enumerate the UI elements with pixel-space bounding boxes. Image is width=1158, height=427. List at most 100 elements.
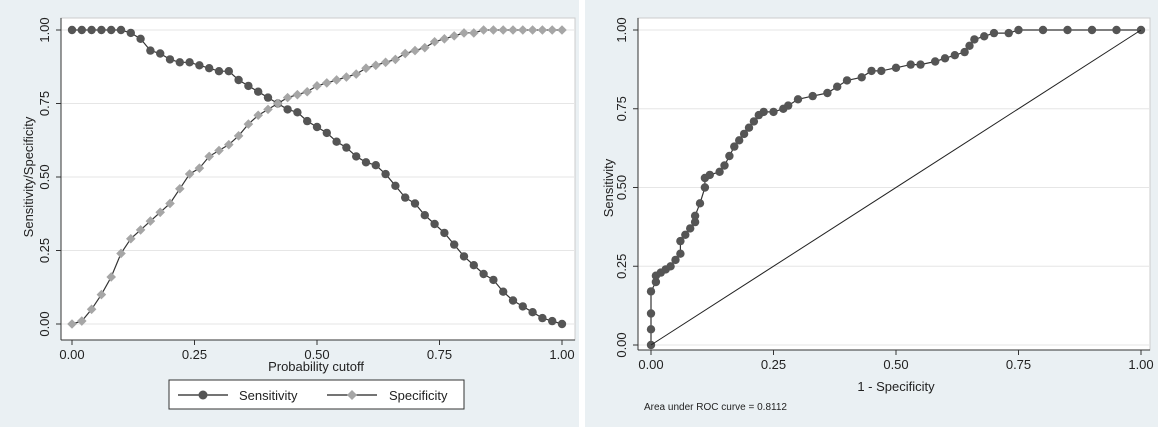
left-x-axis-title: Probability cutoff <box>268 359 364 374</box>
left-series-1-point <box>194 163 205 173</box>
right-series-0-point <box>676 236 685 246</box>
left-series-0-point <box>342 143 351 152</box>
left-series-0-point <box>391 181 400 190</box>
right-series-0-point <box>681 230 690 239</box>
right-series-0-point <box>906 60 915 69</box>
left-series-0-point <box>185 58 194 67</box>
left-series-1-point <box>341 72 352 82</box>
right-series-0-point <box>759 107 768 117</box>
right-series-0-point <box>960 47 969 57</box>
right-series-0-point <box>980 32 989 41</box>
right-series-0-point <box>833 82 842 91</box>
left-x-tick-label: 0.75 <box>427 347 452 362</box>
right-series <box>646 25 1146 350</box>
right-series-0-point <box>1014 25 1023 35</box>
left-series-0-point <box>312 122 322 132</box>
left-series-1-point <box>439 34 450 44</box>
right-series-0-point <box>931 57 940 66</box>
legend-specificity-label: Specificity <box>389 388 448 403</box>
right-y-tick-label: 1.00 <box>614 17 629 42</box>
left-y-tick-label: 0.75 <box>37 91 52 116</box>
left-series-1-point <box>145 216 156 226</box>
right-series-0-point <box>940 54 950 63</box>
right-series-0-point <box>666 262 675 271</box>
left-x-tick-label: 0.25 <box>182 347 207 362</box>
left-series-0-point <box>224 67 233 76</box>
left-series-0-point <box>136 34 145 43</box>
left-series-1-point <box>96 289 107 300</box>
left-series-1-point <box>390 54 401 65</box>
left-series-0-point <box>508 296 518 305</box>
left-series-0-point <box>410 199 420 208</box>
right-series-0-point <box>651 277 661 287</box>
right-y-tick-label: 0.00 <box>614 332 629 357</box>
right-series-0-point <box>749 117 759 126</box>
right-series-0-point <box>705 170 714 180</box>
right-series-0-point <box>916 60 925 69</box>
right-series-0-point <box>769 107 778 117</box>
right-axes: 0.00 0.00 0.25 0.25 0.50 0.50 0.75 0.75 1.00 1.00 <box>614 17 1154 372</box>
left-series-0-point <box>205 63 214 73</box>
left-series-0-point <box>293 108 302 117</box>
left-series-1-point <box>155 207 165 218</box>
left-series-1-point <box>410 45 420 56</box>
left-series-0-point <box>401 193 410 202</box>
right-series-0-point <box>695 199 705 208</box>
left-series-0-point <box>420 211 429 220</box>
left-series-0-point <box>352 152 361 161</box>
left-series-1-point <box>67 319 77 329</box>
left-series-0-point <box>195 61 204 70</box>
left-series-1-point <box>420 42 430 53</box>
right-series-0-point <box>808 91 817 101</box>
left-series-0-point <box>175 58 184 67</box>
right-series-0-point <box>671 255 680 265</box>
right-series-0-point <box>793 95 803 104</box>
right-x-tick-label: 1.00 <box>1128 357 1153 372</box>
left-series-0-point <box>303 116 312 126</box>
right-series-0-point <box>735 136 744 145</box>
left-plot-area <box>60 17 576 341</box>
right-series-0-point <box>1136 25 1146 35</box>
left-series-1-point <box>557 25 567 35</box>
right-series-0-point <box>891 63 901 72</box>
left-series-0-point <box>87 25 96 35</box>
right-series-0-point <box>646 309 656 318</box>
left-series-1-point <box>351 69 361 79</box>
left-series-0-point <box>156 49 165 58</box>
left-series-1-point <box>214 145 224 156</box>
left-series-1-point <box>175 183 185 194</box>
right-series-0-point <box>842 76 852 85</box>
left-series-0-point <box>489 275 498 285</box>
left-series-1-point <box>135 225 146 235</box>
left-series-1-point <box>498 25 508 35</box>
left-series-0-point <box>450 240 459 249</box>
legend: Sensitivity Specificity <box>168 379 465 410</box>
left-series-0-point <box>97 25 106 35</box>
left-series-0-point <box>234 75 243 85</box>
left-series-1-point <box>204 151 214 162</box>
right-series-0-point <box>970 35 979 44</box>
right-series-0-point <box>646 325 656 334</box>
auc-annotation: Area under ROC curve = 0.8112 <box>644 402 787 413</box>
left-series-1-point <box>273 98 283 109</box>
left-series-1-point <box>449 31 459 41</box>
left-series-1-point <box>224 139 234 150</box>
left-series-0-point <box>479 269 488 279</box>
left-series-0-point <box>557 319 567 329</box>
left-series-0-point <box>116 25 126 35</box>
left-series-0-point <box>126 28 135 38</box>
legend-sensitivity-label: Sensitivity <box>239 388 298 403</box>
right-x-tick-label: 0.00 <box>638 357 663 372</box>
left-series-0-point <box>548 316 557 326</box>
legend-specificity-marker <box>347 390 357 400</box>
left-x-tick-label: 1.00 <box>549 347 574 362</box>
left-series-0-point <box>430 219 439 229</box>
left-series-1-point <box>429 36 440 47</box>
left-series-1-point <box>263 104 273 115</box>
right-series-0-point <box>950 51 959 60</box>
left-y-tick-label: 0.25 <box>37 238 52 263</box>
right-series-0-point <box>1112 25 1121 35</box>
right-series-0-point <box>690 217 700 227</box>
left-x-tick-label: 0.00 <box>59 347 84 362</box>
left-series-1-point <box>312 81 322 91</box>
